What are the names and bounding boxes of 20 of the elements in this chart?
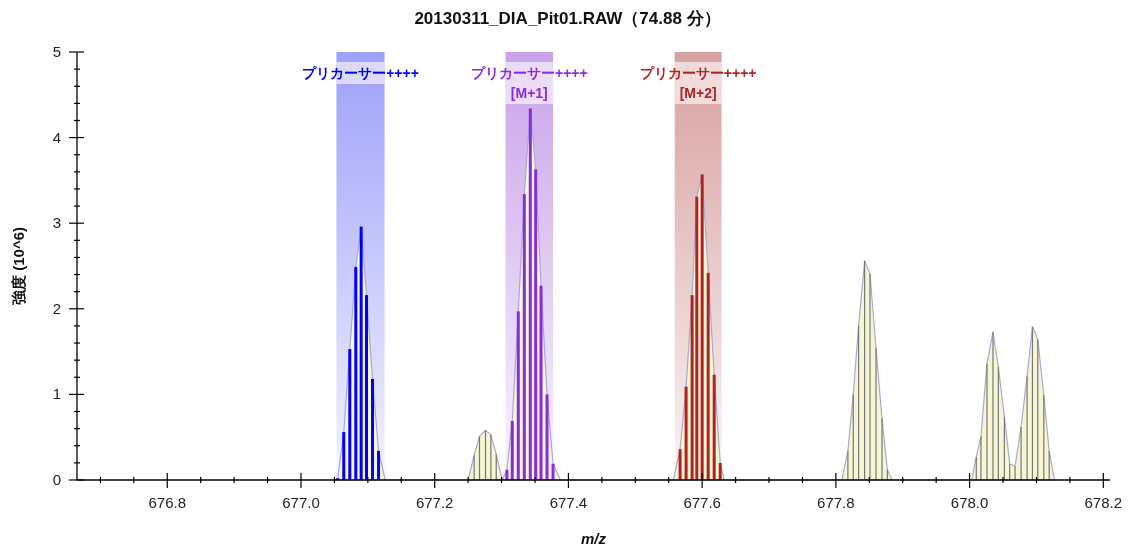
y-tick-label: 1 xyxy=(52,385,61,403)
band-label: プリカーサー++++ xyxy=(302,65,419,81)
x-axis-title: m/z xyxy=(580,530,607,547)
band-label: プリカーサー++++ [M+1] xyxy=(470,65,588,101)
x-tick-label: 677.2 xyxy=(415,494,454,511)
chart-title: 20130311_DIA_Pit01.RAW（74.88 分） xyxy=(414,9,721,28)
x-tick-label: 677.0 xyxy=(282,494,320,511)
x-tick-label: 677.8 xyxy=(817,494,855,511)
x-tick-label: 678.2 xyxy=(1084,494,1123,511)
y-tick-label: 0 xyxy=(52,471,61,488)
y-tick-label: 2 xyxy=(52,299,61,317)
x-tick-label: 677.4 xyxy=(549,494,588,511)
y-tick-label: 5 xyxy=(52,43,61,60)
x-tick-label: 677.6 xyxy=(683,494,721,511)
y-tick-label: 3 xyxy=(52,214,61,232)
x-tick-label: 678.0 xyxy=(950,494,989,511)
y-axis-title: 強度 (10^6) xyxy=(10,227,27,305)
x-tick-label: 676.8 xyxy=(148,494,187,511)
band-label: プリカーサー++++ [M+2] xyxy=(639,65,757,101)
y-tick-label: 4 xyxy=(52,128,61,146)
